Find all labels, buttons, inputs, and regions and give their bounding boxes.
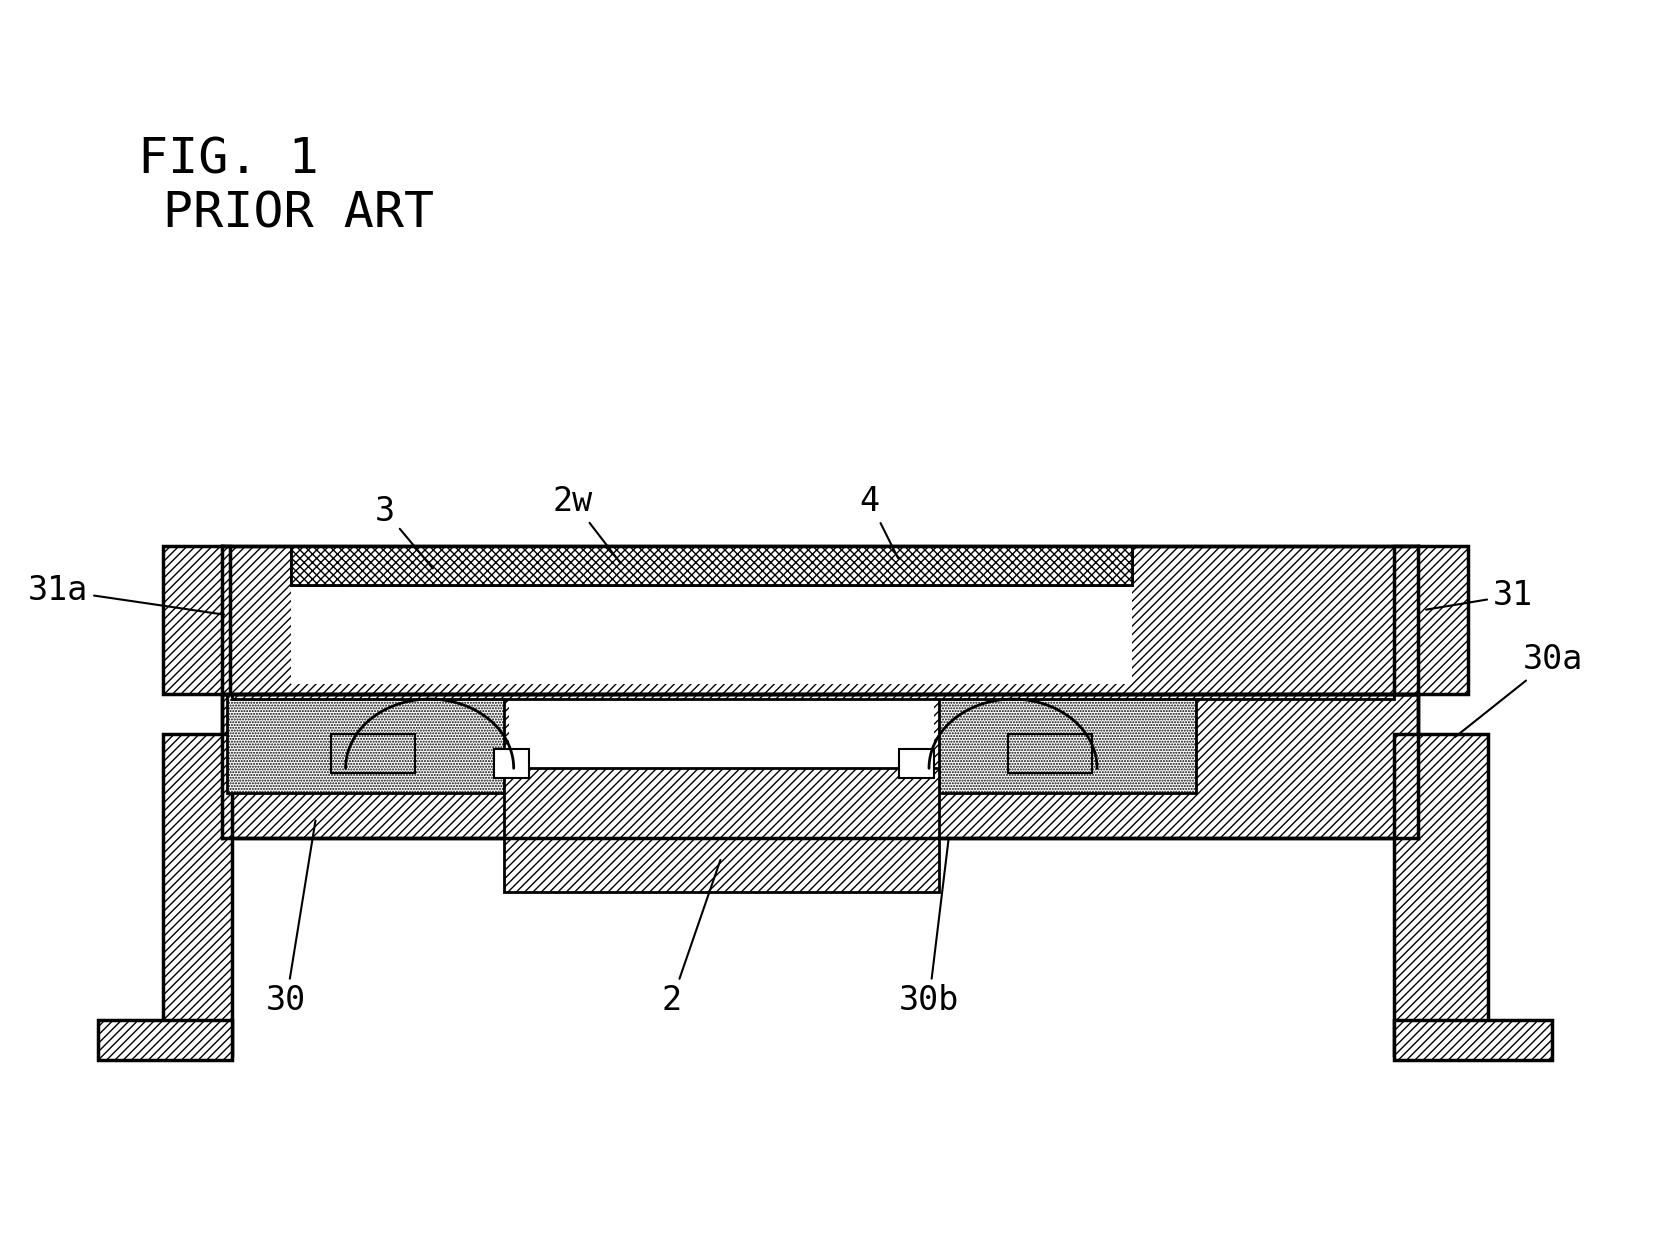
Bar bbox=[163, 546, 230, 694]
Bar bbox=[291, 546, 1132, 585]
Bar bbox=[291, 566, 1132, 684]
Text: 3: 3 bbox=[375, 494, 433, 569]
Bar bbox=[222, 694, 1418, 838]
Bar bbox=[1394, 1021, 1552, 1061]
Bar bbox=[494, 748, 529, 778]
Bar bbox=[222, 546, 1418, 694]
Bar bbox=[99, 1021, 232, 1061]
Bar bbox=[163, 733, 232, 1056]
Bar bbox=[291, 546, 1132, 585]
Bar bbox=[1394, 733, 1488, 1056]
Text: 31a: 31a bbox=[29, 574, 223, 615]
Text: 31: 31 bbox=[1426, 579, 1532, 612]
Text: 4: 4 bbox=[860, 484, 899, 559]
Bar bbox=[504, 768, 939, 892]
Text: 2: 2 bbox=[662, 860, 721, 1017]
Text: PRIOR ART: PRIOR ART bbox=[163, 190, 433, 238]
Text: FIG. 1: FIG. 1 bbox=[138, 135, 319, 183]
Bar bbox=[331, 733, 415, 773]
Bar bbox=[232, 681, 1394, 699]
Bar bbox=[509, 694, 934, 768]
Bar bbox=[227, 679, 504, 793]
Bar bbox=[1394, 546, 1468, 694]
Text: 30: 30 bbox=[265, 820, 316, 1017]
Text: 30a: 30a bbox=[1455, 643, 1583, 737]
Text: 30b: 30b bbox=[899, 840, 959, 1017]
Text: 2w: 2w bbox=[553, 484, 622, 564]
Bar bbox=[899, 748, 934, 778]
Bar bbox=[1008, 733, 1092, 773]
Bar bbox=[939, 679, 1196, 793]
